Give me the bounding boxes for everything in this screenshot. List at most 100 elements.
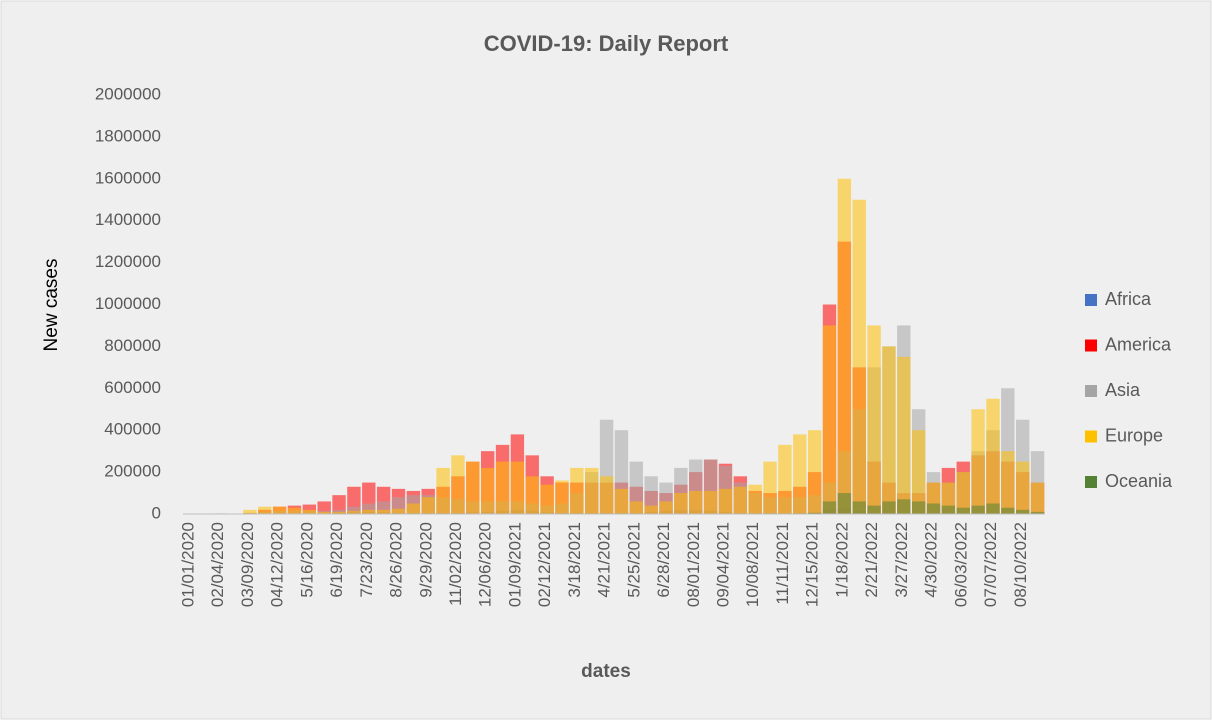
bar	[659, 501, 673, 514]
bar	[302, 504, 317, 514]
bar	[867, 505, 881, 514]
bar	[822, 325, 837, 514]
bar	[287, 507, 302, 514]
bar	[421, 497, 435, 514]
bar	[807, 512, 822, 514]
x-tick-label: 01/09/2021	[505, 522, 524, 607]
x-tick-label: 06/03/2022	[951, 522, 970, 607]
bar	[272, 506, 287, 514]
bar	[956, 472, 970, 514]
y-tick-label: 1400000	[95, 210, 161, 229]
bar	[971, 409, 985, 514]
y-tick-label: 200000	[104, 462, 161, 481]
bar	[480, 467, 495, 514]
bar	[1001, 507, 1015, 514]
y-axis-label: New cases	[41, 259, 62, 352]
bar	[718, 488, 733, 514]
chart-title: COVID-19: Daily Report	[484, 31, 729, 56]
bar	[1016, 461, 1030, 514]
x-tick-label: 5/25/2021	[624, 522, 643, 598]
bar	[629, 501, 643, 514]
bar	[1016, 509, 1030, 514]
bar	[362, 503, 376, 514]
y-tick-label: 1800000	[95, 126, 161, 145]
y-tick-label: 2000000	[95, 84, 161, 103]
y-tick-label: 600000	[104, 378, 161, 397]
x-tick-label: 2/21/2022	[862, 522, 881, 598]
bar	[525, 476, 539, 514]
x-tick-label: 11/02/2020	[446, 522, 465, 606]
x-tick-label: 11/11/2021	[773, 522, 792, 605]
legend-label: America	[1105, 334, 1172, 354]
bar	[971, 505, 985, 514]
bar	[570, 467, 584, 514]
bar	[703, 490, 718, 514]
bar	[332, 511, 346, 514]
bar	[317, 501, 331, 514]
y-tick-label: 1600000	[95, 168, 161, 187]
bar	[302, 509, 317, 514]
bar	[733, 486, 748, 514]
bar	[436, 467, 450, 514]
bar	[629, 461, 643, 514]
bar	[882, 501, 896, 514]
x-tick-label: 6/19/2020	[327, 522, 346, 598]
bar	[1001, 451, 1015, 514]
bar	[376, 509, 391, 514]
bar	[362, 509, 376, 514]
bar	[585, 467, 599, 514]
legend-swatch	[1085, 430, 1097, 443]
bar	[837, 493, 852, 514]
bar	[852, 199, 866, 514]
bar	[614, 488, 629, 514]
bar	[897, 356, 911, 514]
x-tick-label: 8/26/2020	[387, 522, 406, 598]
x-tick-label: 08/01/2021	[684, 522, 703, 607]
x-axis-label: dates	[581, 661, 631, 682]
x-tick-label: 12/15/2021	[803, 522, 822, 607]
bar	[763, 461, 777, 514]
x-tick-label: 09/04/2021	[714, 522, 733, 607]
y-tick-label: 1200000	[95, 252, 161, 271]
bar	[644, 505, 658, 514]
x-tick-label: 12/06/2020	[476, 522, 495, 607]
bar	[778, 444, 792, 514]
x-tick-label: 3/27/2022	[892, 522, 911, 598]
legend-label: Oceania	[1105, 471, 1173, 491]
x-tick-label: 10/08/2021	[743, 522, 762, 607]
bar	[807, 430, 822, 514]
bar	[941, 505, 956, 514]
bar	[852, 501, 866, 514]
bar	[882, 346, 896, 514]
y-tick-label: 0	[152, 503, 161, 522]
bar	[1030, 482, 1045, 514]
bar	[347, 510, 361, 514]
y-tick-label: 400000	[104, 420, 161, 439]
bar	[822, 501, 837, 514]
x-tick-label: 4/30/2022	[922, 522, 941, 598]
legend-swatch	[1085, 476, 1097, 488]
legend-label: Africa	[1105, 289, 1152, 309]
x-tick-label: 5/16/2020	[297, 522, 316, 598]
bar	[644, 476, 658, 514]
bar	[317, 511, 331, 514]
bar	[599, 476, 614, 514]
bar	[867, 325, 881, 514]
legend-swatch	[1085, 294, 1097, 306]
bar	[332, 495, 346, 514]
bar	[243, 509, 257, 514]
x-tick-label: 08/10/2022	[1011, 522, 1030, 607]
legend-label: Asia	[1105, 380, 1141, 400]
x-tick-label: 01/01/2020	[178, 522, 197, 607]
x-tick-label: 02/04/2020	[208, 522, 227, 607]
x-tick-label: 07/07/2022	[981, 522, 1000, 607]
x-tick-label: 04/12/2020	[268, 522, 287, 607]
legend-swatch	[1085, 385, 1097, 397]
y-tick-label: 800000	[104, 336, 161, 355]
legend-swatch	[1085, 339, 1097, 352]
bar	[911, 430, 926, 514]
bar	[674, 493, 688, 514]
x-tick-label: 03/09/2020	[238, 522, 257, 607]
